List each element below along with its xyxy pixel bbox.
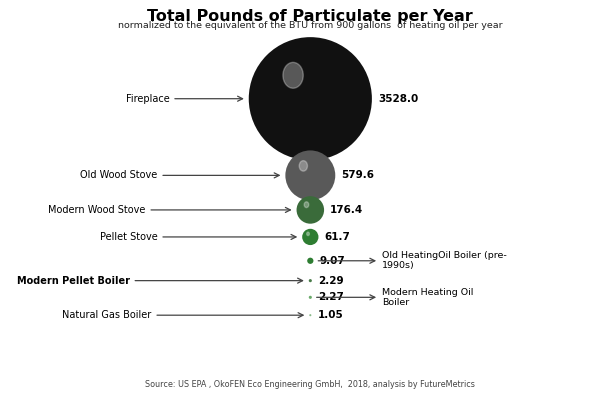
Text: Source: US EPA , OkoFEN Eco Engineering GmbH,  2018, analysis by FutureMetrics: Source: US EPA , OkoFEN Eco Engineering … (145, 380, 475, 389)
Text: Pellet Stove: Pellet Stove (100, 232, 296, 242)
Text: 2.27: 2.27 (318, 292, 344, 302)
Circle shape (286, 150, 335, 200)
Text: 61.7: 61.7 (325, 232, 350, 242)
Circle shape (307, 258, 313, 264)
Text: 579.6: 579.6 (341, 170, 374, 180)
Circle shape (296, 196, 324, 224)
Text: 9.07: 9.07 (319, 256, 345, 266)
Text: 2.29: 2.29 (318, 276, 343, 286)
Text: Natural Gas Boiler: Natural Gas Boiler (62, 310, 303, 320)
Circle shape (249, 37, 372, 160)
Circle shape (309, 314, 311, 316)
Text: Modern Pellet Boiler: Modern Pellet Boiler (17, 276, 302, 286)
Text: 1.05: 1.05 (317, 310, 343, 320)
Ellipse shape (304, 202, 309, 208)
Circle shape (302, 229, 319, 245)
Text: Total Pounds of Particulate per Year: Total Pounds of Particulate per Year (148, 8, 473, 24)
Text: normalized to the equivalent of the BTU from 900 gallons  of heating oil per yea: normalized to the equivalent of the BTU … (118, 21, 503, 30)
Text: Modern Wood Stove: Modern Wood Stove (48, 205, 290, 215)
Text: 176.4: 176.4 (330, 205, 363, 215)
Text: 3528.0: 3528.0 (378, 94, 418, 104)
Circle shape (309, 296, 312, 299)
Circle shape (309, 279, 312, 282)
Ellipse shape (307, 232, 310, 236)
Text: Old HeatingOil Boiler (pre-
1990s): Old HeatingOil Boiler (pre- 1990s) (318, 251, 506, 270)
Text: Old Wood Stove: Old Wood Stove (80, 170, 279, 180)
Ellipse shape (283, 62, 303, 88)
Text: Fireplace: Fireplace (125, 94, 242, 104)
Ellipse shape (299, 161, 307, 171)
Text: Modern Heating Oil
Boiler: Modern Heating Oil Boiler (317, 288, 473, 307)
